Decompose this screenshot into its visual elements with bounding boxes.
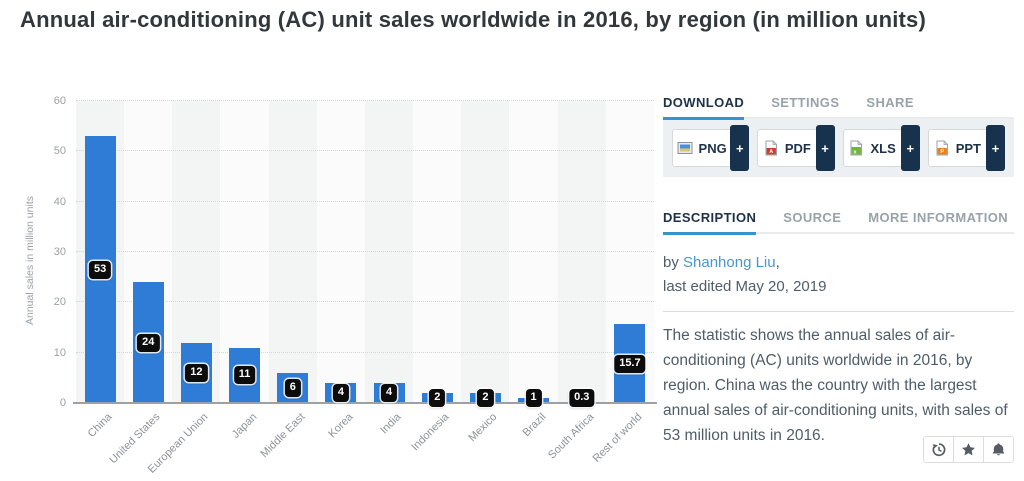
y-tick-label: 60: [53, 95, 66, 107]
pdf-file-icon: A: [765, 140, 778, 156]
bar-value-badge: 0.3: [569, 389, 595, 407]
bar-value-badge: 4: [381, 383, 398, 402]
description-text: The statistic shows the annual sales of …: [663, 327, 1008, 444]
svg-text:x: x: [854, 149, 858, 155]
pdf-download-button[interactable]: A PDF: [757, 129, 817, 167]
plot-stripe: [316, 101, 365, 403]
download-buttons-box: PNG + A PDF + x: [663, 119, 1014, 177]
gridline: [76, 200, 654, 202]
gridline: [76, 150, 654, 152]
divider: [663, 311, 1014, 312]
bar-value-badge: 1: [525, 389, 542, 407]
xls-label: XLS: [870, 140, 896, 156]
bar-value-badge: 6: [284, 378, 301, 397]
bar-value-badge: 11: [233, 366, 256, 385]
action-icon-group: [923, 436, 1014, 463]
page-title: Annual air-conditioning (AC) unit sales …: [20, 7, 927, 32]
ppt-download-button[interactable]: P PPT: [927, 129, 987, 167]
tab-description[interactable]: DESCRIPTION: [663, 210, 756, 232]
download-ppt: P PPT +: [927, 125, 1005, 171]
xls-file-icon: x: [850, 140, 863, 156]
y-tick-label: 10: [53, 346, 66, 359]
plot-area: 53 24 12 11 6 4 4 2 2 1 0.3 15.7: [73, 100, 657, 407]
bar-value-badge: 4: [332, 383, 349, 402]
y-tick-label: 50: [53, 145, 66, 158]
bar-chart: Annual sales in million units 0 10 20 30 40 5…: [20, 93, 665, 481]
byline-suffix: ,: [775, 254, 780, 271]
x-axis-line: [73, 402, 657, 404]
xls-download-button[interactable]: x XLS: [842, 129, 902, 167]
info-tabbar: DESCRIPTION SOURCE MORE INFORMATION: [663, 210, 1014, 234]
star-icon: [962, 443, 975, 456]
ppt-label: PPT: [955, 140, 982, 156]
ppt-plus-button[interactable]: +: [986, 125, 1005, 171]
bar-value-badge: 53: [88, 260, 112, 279]
tab-download[interactable]: DOWNLOAD: [663, 95, 744, 117]
y-tick-label: 30: [53, 246, 66, 258]
tab-settings[interactable]: SETTINGS: [771, 95, 840, 110]
bar-value-badge: 2: [429, 388, 446, 407]
download-png: PNG +: [672, 125, 750, 171]
notification-button[interactable]: [983, 436, 1014, 463]
bell-icon: [992, 443, 1005, 456]
png-download-button[interactable]: PNG: [672, 129, 732, 167]
gridline: [76, 100, 654, 101]
history-icon: [932, 443, 946, 457]
download-tabbar: DOWNLOAD SETTINGS SHARE: [663, 95, 1014, 119]
plot-stripe: [413, 101, 462, 403]
svg-text:P: P: [940, 149, 944, 155]
ppt-file-icon: P: [936, 140, 949, 156]
tab-more-information[interactable]: MORE INFORMATION: [868, 210, 1009, 225]
favorite-button[interactable]: [953, 436, 984, 463]
gridline: [76, 301, 654, 303]
byline: by Shanhong Liu, last edited May 20, 201…: [663, 251, 1014, 299]
svg-text:A: A: [769, 149, 773, 155]
xls-plus-button[interactable]: +: [900, 125, 920, 171]
pdf-plus-button[interactable]: +: [815, 125, 835, 171]
pdf-label: PDF: [784, 140, 811, 156]
y-tick-label: 20: [53, 296, 66, 309]
bar-value-badge: 2: [477, 388, 494, 407]
history-button[interactable]: [923, 436, 954, 463]
download-pdf: A PDF +: [757, 125, 835, 171]
plot-stripe: [557, 101, 606, 403]
right-panel: DOWNLOAD SETTINGS SHARE PNG +: [663, 95, 1014, 481]
tab-source[interactable]: SOURCE: [783, 210, 842, 225]
bar-value-badge: 24: [137, 333, 160, 352]
gridline: [76, 251, 654, 252]
plot-stripe: [268, 101, 317, 403]
bar-value-badge: 12: [185, 363, 208, 382]
tab-share[interactable]: SHARE: [866, 95, 914, 110]
y-tick-label: 40: [53, 195, 66, 208]
last-edited: last edited May 20, 2019: [663, 278, 827, 295]
png-file-icon: [677, 142, 693, 154]
plot-stripe: [509, 101, 558, 403]
download-xls: x XLS +: [842, 125, 920, 171]
author-link[interactable]: Shanhong Liu: [683, 254, 776, 271]
y-tick-label: 0: [59, 397, 66, 409]
plot-stripe: [365, 101, 414, 403]
bar-value-badge: 15.7: [614, 354, 646, 373]
plot-stripe: [461, 101, 510, 403]
png-plus-button[interactable]: +: [730, 125, 750, 171]
gridline: [76, 351, 654, 353]
png-label: PNG: [698, 140, 727, 156]
byline-prefix: by: [663, 254, 684, 271]
